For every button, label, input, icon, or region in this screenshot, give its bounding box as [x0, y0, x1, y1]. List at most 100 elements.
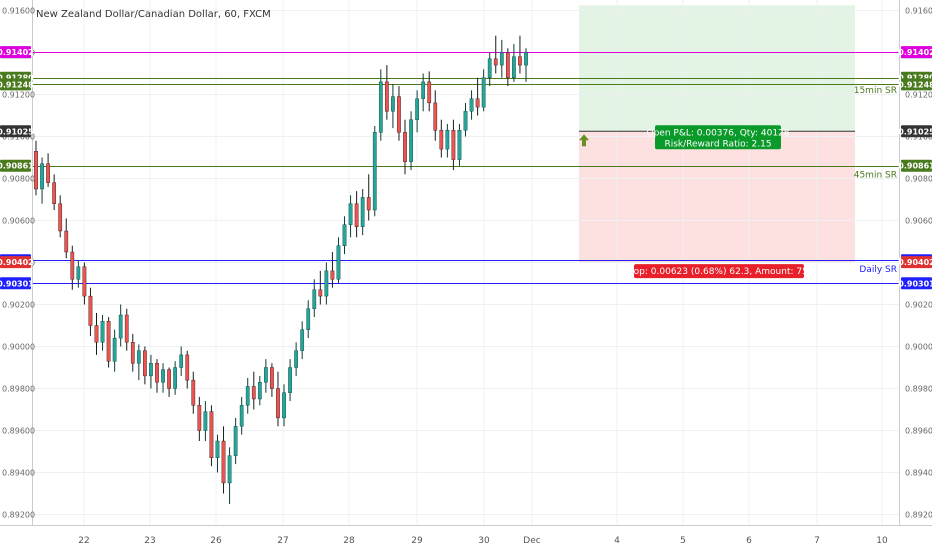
candle-body: [221, 440, 226, 484]
candle-body: [463, 111, 468, 131]
price-label-left: 0.90861: [0, 159, 34, 172]
price-label-bg: [901, 125, 932, 138]
horizontal-levels: [33, 52, 899, 284]
price-label-left: 0.91248: [0, 78, 34, 91]
candle-body: [306, 308, 311, 330]
candle: [294, 342, 298, 376]
candle: [130, 333, 135, 372]
candle: [300, 321, 305, 360]
level-label: 45min SR: [854, 171, 897, 181]
candle-body: [348, 203, 353, 225]
price-label-bg: [901, 46, 932, 59]
open-pnl-box[interactable]: Open P&L: 0.00376, Qty: 40128Risk/Reward…: [647, 125, 790, 150]
candle-body: [487, 58, 492, 78]
candle: [136, 344, 141, 381]
candle: [282, 384, 286, 427]
x-tick-label: 22: [78, 536, 89, 546]
candle-body: [136, 350, 141, 364]
y-tick-label-left: 0.90600: [2, 217, 35, 226]
price-label-bg: [901, 277, 932, 290]
candle-body: [312, 289, 317, 309]
price-label-right: 0.91248: [898, 78, 932, 91]
x-tick-label: 4: [614, 536, 620, 546]
candle: [385, 65, 389, 120]
candle-body: [100, 321, 105, 343]
candle-body: [179, 354, 184, 368]
price-label-bg: [0, 256, 31, 269]
price-label-text: 0.90301: [898, 279, 932, 288]
level-label: 15min SR: [854, 86, 897, 96]
candle: [312, 279, 317, 318]
level-label: Daily SR: [859, 265, 897, 275]
grid-lines: [33, 0, 899, 525]
candle-body: [233, 426, 238, 456]
candle: [179, 346, 184, 376]
candle: [481, 69, 486, 112]
candle-body: [409, 119, 413, 162]
candle-body: [493, 58, 498, 66]
price-label-text: 0.91248: [898, 80, 932, 89]
candle-body: [403, 132, 407, 162]
candle: [227, 447, 232, 504]
candle-body: [270, 367, 274, 389]
price-label-bg: [0, 159, 31, 172]
price-label-text: 0.91025: [0, 127, 34, 136]
y-tick-label-right: 0.91200: [905, 91, 932, 100]
candle-body: [385, 81, 389, 112]
position-tool[interactable]: Open P&L: 0.00376, Qty: 40128Risk/Reward…: [579, 125, 855, 279]
candle-body: [46, 163, 50, 183]
x-tick-label: 28: [343, 536, 355, 546]
candle-body: [251, 386, 256, 400]
candle-body: [378, 81, 383, 133]
stop-box[interactable]: Stop: 0.00623 (0.68%) 62.3, Amount: 750: [624, 264, 814, 279]
y-tick-label-right: 0.89600: [905, 427, 932, 436]
price-label-text: 0.91025: [898, 127, 932, 136]
risk-reward-text: Risk/Reward Ratio: 2.15: [664, 139, 771, 149]
price-label-bg: [901, 159, 932, 172]
y-tick-label-right: 0.90000: [905, 343, 932, 352]
candle: [336, 237, 341, 284]
candle-body: [475, 98, 480, 108]
candle-body: [342, 224, 347, 246]
candle-body: [173, 367, 177, 389]
y-tick-label-left: 0.89200: [2, 511, 35, 520]
x-tick-label: 26: [210, 536, 222, 546]
open-pnl-bg: [655, 125, 781, 150]
candle: [403, 119, 407, 175]
candle-body: [366, 197, 371, 211]
y-tick-label-right: 0.89800: [905, 385, 932, 394]
candle: [118, 304, 123, 347]
candle: [167, 367, 171, 397]
candle: [342, 216, 347, 255]
candle: [100, 315, 105, 351]
candle-body: [34, 150, 38, 190]
candle-body: [167, 369, 171, 389]
position-zones: [579, 5, 855, 263]
candle: [270, 363, 274, 397]
candle: [58, 195, 63, 238]
candle-body: [64, 230, 69, 253]
candle: [221, 426, 226, 494]
price-label-left: 0.91025: [0, 125, 34, 138]
price-label-text: 0.90402: [898, 258, 932, 267]
candle-body: [82, 266, 87, 297]
price-label-bg: [0, 125, 31, 138]
candle: [82, 262, 87, 305]
candle: [52, 174, 57, 210]
candle: [251, 371, 256, 410]
y-tick-label-left: 0.90200: [2, 301, 35, 310]
candle-body: [294, 350, 298, 368]
candle: [34, 140, 38, 196]
candle-body: [106, 321, 111, 362]
target-zone: [579, 5, 855, 132]
candle-body: [215, 440, 220, 458]
candle: [433, 90, 438, 141]
price-label-text: 0.91280: [898, 74, 932, 83]
candle-body: [112, 337, 117, 362]
candle: [415, 90, 419, 133]
price-label-text: 0.90861: [0, 162, 34, 171]
candle: [372, 126, 377, 217]
candle-body: [94, 325, 99, 343]
